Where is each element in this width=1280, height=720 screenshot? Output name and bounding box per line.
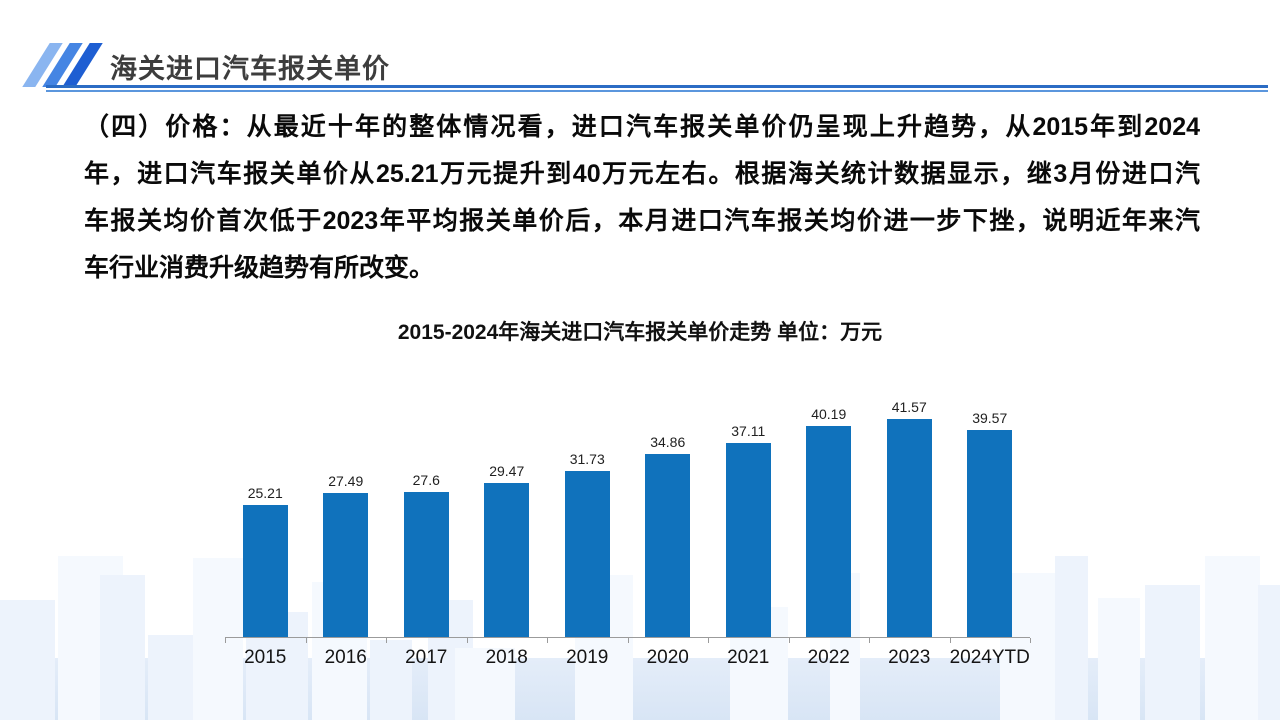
building — [1205, 556, 1260, 720]
bar — [645, 454, 691, 637]
header-underline — [46, 85, 1268, 92]
axis-tick — [386, 638, 387, 643]
bar-slot: 39.57 — [950, 370, 1031, 637]
x-axis-label: 2017 — [405, 647, 448, 668]
bar — [806, 426, 852, 637]
axis-tick — [949, 638, 951, 643]
bar-value-label: 31.73 — [569, 451, 605, 467]
bar — [242, 505, 288, 637]
bar-value-label: 34.86 — [650, 434, 686, 450]
building — [148, 635, 193, 720]
building — [1258, 585, 1280, 720]
building — [370, 640, 412, 720]
x-axis-label: 2018 — [485, 647, 528, 668]
building — [1098, 598, 1140, 720]
underline-light-rule — [46, 90, 1268, 92]
axis-tick — [869, 638, 870, 643]
axis-tick — [708, 638, 709, 643]
bar-slot: 27.49 — [306, 370, 387, 637]
x-axis-label: 2021 — [727, 647, 770, 668]
building — [1145, 585, 1200, 720]
bar-value-label: 39.57 — [972, 410, 1008, 426]
x-axis-label: 2016 — [324, 647, 367, 668]
bar-value-label: 40.19 — [811, 406, 847, 422]
bar — [403, 492, 449, 637]
paragraph-line: 车行业消费升级趋势有所改变。 — [84, 254, 435, 282]
bar-slot: 25.21 — [225, 370, 306, 637]
x-axis-label: 2024YTD — [949, 647, 1030, 668]
paragraph-line: 年，进口汽车报关单价从25.21万元提升到40万元左右。根据海关统计数据显示，继… — [84, 160, 1200, 188]
axis-tick — [547, 638, 548, 643]
axis-tick — [627, 638, 629, 643]
building — [193, 558, 243, 720]
paragraph-line: 车报关均价首次低于2023年平均报关单价后，本月进口汽车报关均价进一步下挫，说明… — [84, 207, 1200, 235]
building — [100, 575, 145, 720]
bar-value-label: 27.6 — [412, 472, 440, 488]
bar-value-label: 29.47 — [489, 463, 525, 479]
x-axis — [225, 637, 1031, 643]
underline-dark-rule — [46, 85, 1268, 88]
x-axis-labels: 2015 2016 2017 2018 2019 2020 2021 2022 2023 2024… — [225, 647, 1030, 669]
axis-tick — [788, 638, 790, 643]
building — [455, 648, 515, 720]
x-axis-label: 2020 — [646, 647, 689, 668]
bar — [967, 430, 1013, 637]
page-title: 海关进口汽车报关单价 — [110, 54, 390, 84]
bar — [725, 443, 771, 637]
chart-title: 2015-2024年海关进口汽车报关单价走势 单位：万元 — [397, 321, 883, 344]
bar-slot: 29.47 — [467, 370, 548, 637]
x-axis-label: 2019 — [566, 647, 609, 668]
bar-slot: 40.19 — [789, 370, 870, 637]
bar-slot: 34.86 — [628, 370, 709, 637]
body-paragraph: （四）价格：从最近十年的整体情况看，进口汽车报关单价仍呈现上升趋势，从2015年… — [84, 104, 1200, 292]
x-axis-label: 2022 — [807, 647, 850, 668]
bar — [886, 419, 932, 637]
axis-tick — [1030, 638, 1031, 643]
x-axis-label: 2023 — [888, 647, 931, 668]
x-axis-label: 2015 — [244, 647, 287, 668]
paragraph-line: （四）价格：从最近十年的整体情况看，进口汽车报关单价仍呈现上升趋势，从2015年… — [84, 113, 1200, 141]
bar-value-label: 27.49 — [328, 473, 364, 489]
building — [1055, 556, 1088, 720]
bar-slot: 27.6 — [386, 370, 467, 637]
bar-slot: 31.73 — [547, 370, 628, 637]
bar-chart: 25.21 27.49 27.6 29.47 31.73 34.86 37.11 40.19 4… — [225, 370, 1031, 670]
axis-tick — [225, 638, 226, 643]
bar — [484, 483, 530, 637]
bar-slot: 37.11 — [708, 370, 789, 637]
bar-value-label: 25.21 — [247, 485, 283, 501]
axis-tick — [466, 638, 468, 643]
bar-value-label: 37.11 — [731, 423, 766, 439]
bar — [323, 493, 369, 637]
building — [0, 600, 55, 720]
bar-slot: 41.57 — [869, 370, 950, 637]
header-accent-slashes — [22, 43, 103, 87]
bar — [564, 471, 610, 637]
axis-tick — [305, 638, 307, 643]
bars-row: 25.21 27.49 27.6 29.47 31.73 34.86 37.11 40.19 4… — [225, 370, 1030, 637]
bar-value-label: 41.57 — [891, 399, 927, 415]
